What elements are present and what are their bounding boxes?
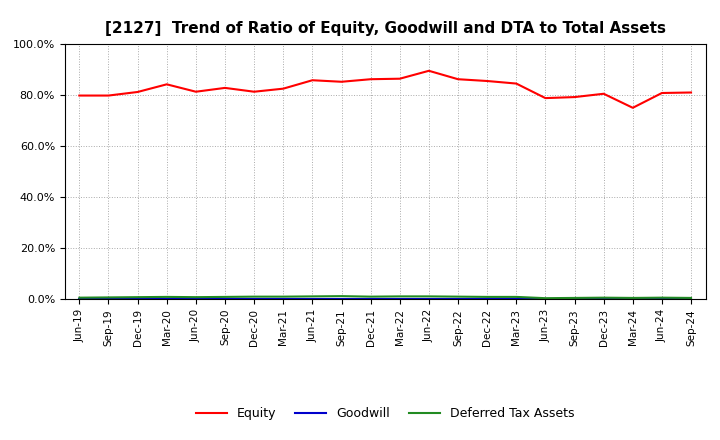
Legend: Equity, Goodwill, Deferred Tax Assets: Equity, Goodwill, Deferred Tax Assets <box>191 403 580 425</box>
Deferred Tax Assets <box>657 295 666 301</box>
Goodwill <box>163 297 171 302</box>
Equity <box>163 82 171 87</box>
Goodwill <box>395 297 404 302</box>
Deferred Tax Assets <box>104 295 113 300</box>
Deferred Tax Assets <box>454 294 462 299</box>
Equity <box>104 93 113 98</box>
Equity <box>687 90 696 95</box>
Deferred Tax Assets <box>75 295 84 301</box>
Deferred Tax Assets <box>192 294 200 300</box>
Goodwill <box>570 297 579 302</box>
Deferred Tax Assets <box>308 294 317 299</box>
Deferred Tax Assets <box>541 296 550 301</box>
Equity <box>220 85 229 91</box>
Equity <box>425 68 433 73</box>
Deferred Tax Assets <box>629 295 637 301</box>
Goodwill <box>687 297 696 302</box>
Equity <box>250 89 258 94</box>
Equity <box>366 77 375 82</box>
Equity <box>657 90 666 95</box>
Deferred Tax Assets <box>570 295 579 301</box>
Goodwill <box>657 297 666 302</box>
Goodwill <box>483 297 492 302</box>
Goodwill <box>133 297 142 302</box>
Equity <box>133 89 142 95</box>
Goodwill <box>337 297 346 302</box>
Goodwill <box>512 297 521 302</box>
Goodwill <box>220 297 229 302</box>
Goodwill <box>425 297 433 302</box>
Equity <box>75 93 84 98</box>
Title: [2127]  Trend of Ratio of Equity, Goodwill and DTA to Total Assets: [2127] Trend of Ratio of Equity, Goodwil… <box>104 21 666 36</box>
Deferred Tax Assets <box>687 295 696 301</box>
Equity <box>337 79 346 84</box>
Goodwill <box>308 297 317 302</box>
Equity <box>192 89 200 94</box>
Line: Deferred Tax Assets: Deferred Tax Assets <box>79 296 691 298</box>
Goodwill <box>599 297 608 302</box>
Deferred Tax Assets <box>366 294 375 299</box>
Goodwill <box>629 297 637 302</box>
Equity <box>599 91 608 96</box>
Equity <box>629 105 637 110</box>
Deferred Tax Assets <box>133 294 142 300</box>
Equity <box>395 76 404 81</box>
Equity <box>279 86 287 92</box>
Equity <box>308 77 317 83</box>
Goodwill <box>366 297 375 302</box>
Deferred Tax Assets <box>220 294 229 300</box>
Goodwill <box>192 297 200 302</box>
Goodwill <box>279 297 287 302</box>
Goodwill <box>541 297 550 302</box>
Line: Equity: Equity <box>79 71 691 108</box>
Goodwill <box>454 297 462 302</box>
Deferred Tax Assets <box>512 294 521 300</box>
Deferred Tax Assets <box>483 294 492 300</box>
Goodwill <box>75 297 84 302</box>
Deferred Tax Assets <box>395 294 404 299</box>
Deferred Tax Assets <box>163 294 171 300</box>
Goodwill <box>104 297 113 302</box>
Goodwill <box>250 297 258 302</box>
Deferred Tax Assets <box>599 295 608 301</box>
Equity <box>454 77 462 82</box>
Equity <box>512 81 521 86</box>
Deferred Tax Assets <box>250 294 258 299</box>
Deferred Tax Assets <box>279 294 287 299</box>
Deferred Tax Assets <box>425 294 433 299</box>
Deferred Tax Assets <box>337 293 346 299</box>
Equity <box>570 95 579 100</box>
Equity <box>541 95 550 101</box>
Equity <box>483 78 492 84</box>
